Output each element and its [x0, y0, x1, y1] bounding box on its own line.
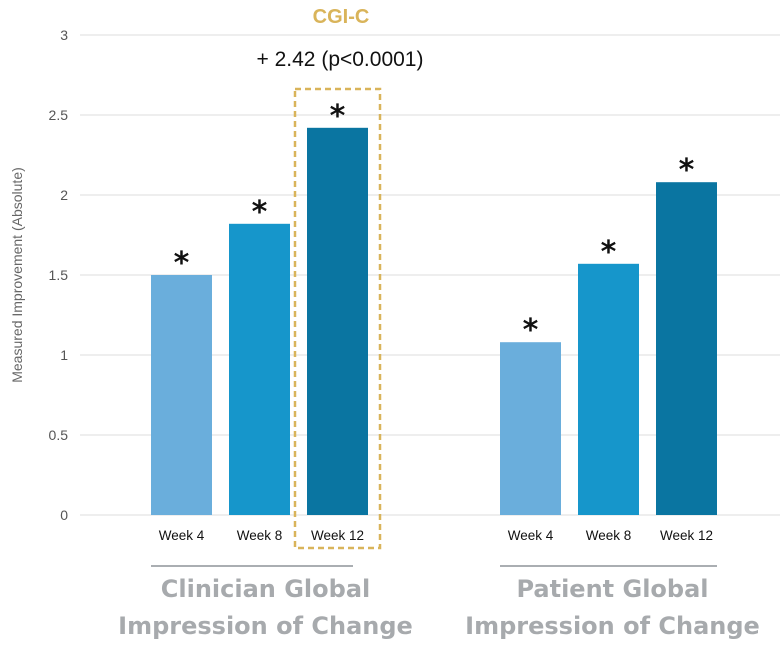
x-tick-label: Week 12	[660, 528, 713, 543]
highlight-text: + 2.42 (p<0.0001)	[257, 48, 424, 71]
y-axis: 0 0.5 1 1.5 2 2.5 3	[49, 27, 69, 523]
bar	[151, 275, 212, 515]
y-tick-label: 2.5	[49, 107, 69, 123]
y-tick-label: 1	[60, 347, 68, 363]
group-label: Patient Global	[516, 575, 708, 603]
highlight-box	[293, 87, 382, 550]
group-label: Clinician Global	[161, 575, 370, 603]
significance-marker: *	[174, 246, 190, 281]
significance-marker: *	[679, 153, 695, 188]
significance-marker: *	[252, 195, 268, 230]
group-label: Impression of Change	[118, 612, 413, 640]
highlight-title: CGI-C	[313, 6, 370, 28]
y-tick-label: 0.5	[49, 427, 69, 443]
y-tick-label: 0	[60, 507, 68, 523]
x-tick-label: Week 8	[237, 528, 283, 543]
bar	[578, 263, 639, 515]
x-tick-label: Week 8	[586, 528, 632, 543]
bar	[307, 127, 368, 516]
significance-marker: *	[601, 235, 617, 270]
y-axis-label: Measured Improvement (Absolute)	[9, 167, 25, 383]
y-tick-label: 2	[60, 187, 68, 203]
significance-marker: *	[523, 313, 539, 348]
bar	[500, 342, 561, 515]
x-tick-label: Week 4	[159, 528, 205, 543]
highlight-annotation: CGI-C + 2.42 (p<0.0001)	[257, 6, 424, 550]
x-tick-label: Week 4	[508, 528, 554, 543]
y-tick-label: 3	[60, 27, 68, 43]
bar	[656, 182, 717, 515]
group-labels: Clinician Global Impression of Change Pati…	[118, 565, 760, 640]
x-tick-label: Week 12	[311, 528, 364, 543]
significance-marker: *	[330, 99, 346, 134]
bar	[229, 223, 290, 516]
y-tick-label: 1.5	[49, 267, 69, 283]
bars: Week 4 * Week 8 * Week 12 * Week 4 * Week 8 * Week…	[151, 99, 717, 543]
group-label: Impression of Change	[465, 612, 760, 640]
